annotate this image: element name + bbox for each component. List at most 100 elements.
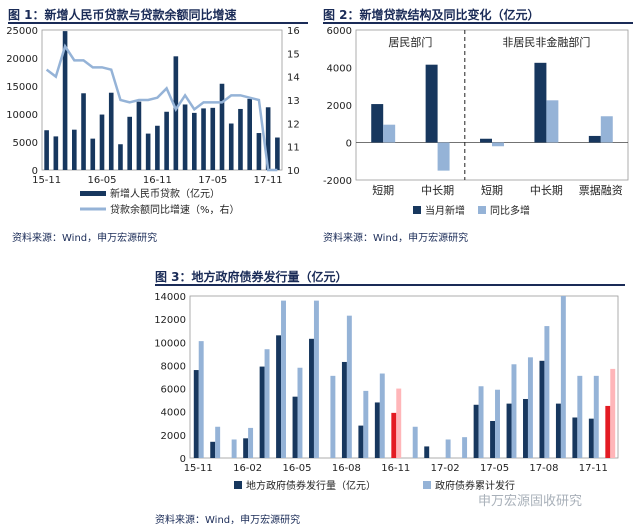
bar	[473, 404, 479, 458]
legend-label: 同比多增	[490, 204, 530, 217]
bar	[231, 439, 237, 458]
bar	[198, 341, 204, 458]
y-tick-label-right: 12	[287, 119, 300, 130]
bar	[412, 426, 418, 458]
bar	[313, 300, 319, 458]
x-tick-label: 中长期	[421, 184, 454, 197]
y-tick-label: 10000	[154, 338, 186, 349]
bar	[297, 367, 303, 458]
y-tick-label-right: 10	[287, 166, 300, 177]
x-tick-label: 17-08	[529, 463, 558, 474]
y-tick-label: 2000	[327, 101, 352, 112]
legend-label: 政府债券累计发行	[435, 479, 515, 492]
y-tick-label-left: 0	[32, 166, 38, 177]
bar	[588, 135, 601, 143]
bar	[265, 107, 271, 170]
bar	[546, 100, 559, 143]
y-tick-label: 0	[346, 139, 352, 150]
chart1-title: 图 1：新增人民币贷款与贷款余额同比增速	[8, 8, 237, 22]
bar	[358, 425, 364, 458]
bar	[192, 112, 197, 170]
legend-swatch-bar	[80, 191, 106, 196]
bar	[182, 104, 188, 170]
bar	[544, 326, 550, 458]
y-tick-label: 2000	[161, 431, 186, 442]
bar	[577, 375, 583, 458]
bar	[276, 335, 282, 458]
bar	[593, 375, 599, 458]
y-tick-label-left: 5000	[13, 138, 38, 149]
x-tick-label: 短期	[481, 183, 503, 197]
bar	[445, 439, 451, 458]
bar	[118, 144, 123, 170]
y-tick-label: 8000	[161, 361, 186, 372]
bar	[391, 412, 397, 458]
x-tick-label: 16-05	[87, 175, 116, 186]
plot-frame	[189, 295, 619, 459]
bar	[523, 398, 528, 458]
y-tick-label-left: 10000	[6, 110, 38, 121]
bar	[492, 142, 504, 147]
bar	[396, 388, 402, 458]
y-tick-label: 4000	[327, 64, 352, 75]
y-tick-label: 14000	[154, 292, 186, 303]
y-tick-label-right: 16	[287, 26, 300, 37]
bar	[256, 133, 262, 170]
x-tick-label: 票据融资	[579, 183, 623, 197]
y-tick-label-right: 15	[287, 49, 300, 60]
y-tick-label: 0	[180, 454, 186, 465]
group-label: 居民部门	[388, 35, 432, 49]
chart3-source: 资料来源：Wind，申万宏源研究	[155, 515, 301, 526]
x-tick-label: 17-11	[254, 175, 283, 186]
y-tick-label-right: 13	[287, 96, 300, 107]
x-tick-label: 16-11	[143, 175, 172, 186]
chart1-source: 资料来源：Wind，申万宏源研究	[12, 233, 158, 244]
x-tick-label: 16-11	[381, 463, 410, 474]
bar	[145, 133, 151, 170]
y-tick-label-left: 15000	[6, 82, 38, 93]
bar	[605, 405, 611, 458]
bar	[53, 136, 59, 170]
plot-frame	[355, 29, 629, 181]
bar	[437, 142, 450, 171]
bar	[72, 129, 77, 170]
bar	[62, 31, 68, 171]
chart3-title: 图 3：地方政府债券发行量（亿元）	[155, 270, 348, 284]
bar	[238, 108, 243, 170]
bar	[259, 366, 265, 458]
chart2-title: 图 2：新增贷款结构及同比变化（亿元）	[323, 8, 540, 22]
bar	[219, 83, 225, 170]
y-tick-label-right: 14	[287, 73, 300, 84]
bar	[275, 137, 280, 170]
bar	[330, 375, 336, 458]
bar	[247, 98, 252, 170]
bar	[215, 426, 221, 458]
x-tick-label: 15-11	[184, 463, 213, 474]
bar	[173, 56, 179, 170]
bar	[478, 386, 484, 458]
bar	[309, 338, 314, 458]
bar	[572, 417, 578, 458]
bar	[127, 116, 132, 170]
bar	[534, 62, 547, 143]
bar	[462, 437, 468, 458]
bar	[155, 125, 160, 170]
bar	[480, 138, 492, 143]
bar	[371, 104, 384, 143]
bar	[44, 130, 49, 170]
x-tick-label: 16-08	[332, 463, 361, 474]
bar	[341, 361, 347, 458]
bar	[539, 360, 545, 458]
legend-label: 当月新增	[425, 204, 465, 217]
legend-swatch	[423, 481, 431, 489]
bar	[201, 108, 206, 170]
legend-swatch	[234, 481, 242, 489]
watermark: 申万宏源固收研究	[478, 494, 583, 509]
y-tick-label-left: 25000	[6, 26, 38, 37]
bar	[108, 92, 114, 170]
chart2-source: 资料来源：Wind，申万宏源研究	[323, 233, 469, 244]
y-tick-label-left: 20000	[6, 54, 38, 65]
legend-label: 新增人民币贷款（亿元）	[110, 187, 220, 200]
bar	[346, 315, 352, 458]
